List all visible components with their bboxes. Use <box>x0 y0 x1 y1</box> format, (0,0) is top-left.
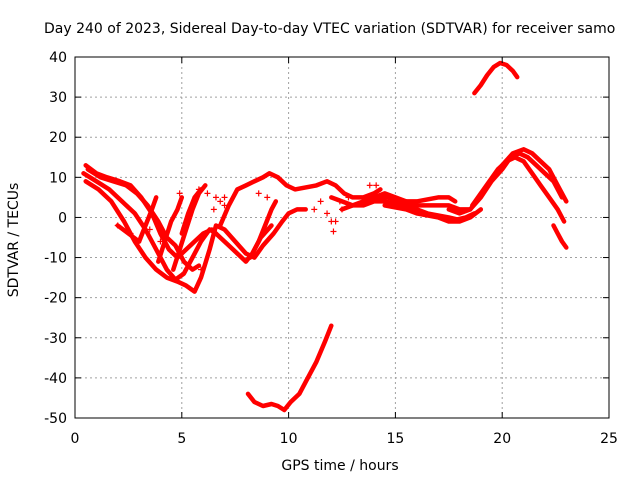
y-tick-label: 20 <box>49 130 67 146</box>
series-top <box>472 60 520 96</box>
series-bottom <box>245 323 334 413</box>
scatter-point <box>221 194 228 201</box>
y-tick-label: 10 <box>49 170 67 186</box>
y-tick-label: -20 <box>44 291 67 307</box>
scatter-point <box>176 190 183 197</box>
chart-title: Day 240 of 2023, Sidereal Day-to-day VTE… <box>44 21 615 37</box>
scatter-point <box>212 194 219 201</box>
scatter-point <box>127 230 134 237</box>
y-tick-labels: -50 -40 -30 -20 -10 0 10 20 30 40 <box>44 50 609 427</box>
x-axis-label: GPS time / hours <box>281 458 398 474</box>
scatter-point <box>221 202 228 209</box>
plot-frame <box>74 56 610 419</box>
series-layer <box>81 60 569 413</box>
scatter-point <box>336 198 343 205</box>
grid <box>75 57 609 418</box>
series-rise-4 <box>179 187 204 236</box>
y-tick-label: 30 <box>49 90 67 106</box>
scatter-point <box>339 206 345 213</box>
series-arch <box>217 171 383 228</box>
y-tick-label: -50 <box>44 411 67 427</box>
y-tick-label: -40 <box>44 371 67 387</box>
series-track-4 <box>83 163 274 264</box>
scatter-point <box>311 206 318 213</box>
x-tick-label: 20 <box>493 431 511 447</box>
y-tick-label: -10 <box>44 251 67 267</box>
scatter-point <box>114 222 121 229</box>
series-peak-3 <box>482 147 569 204</box>
series-rise-5 <box>247 199 279 260</box>
scatter-point <box>157 238 164 245</box>
series-low <box>339 199 477 222</box>
scatter-point <box>195 186 202 193</box>
x-tick-label: 0 <box>71 431 80 447</box>
scatter-point <box>332 218 339 225</box>
y-tick-label: 0 <box>58 210 67 226</box>
scatter-point <box>330 228 337 235</box>
x-tick-label: 15 <box>386 431 404 447</box>
x-tick-labels: 0 5 10 15 20 25 <box>71 57 618 447</box>
x-tick-label: 5 <box>177 431 186 447</box>
scatter-point <box>373 182 380 189</box>
series-bump <box>371 195 458 204</box>
series-low-2 <box>382 203 484 224</box>
scatter-point <box>264 194 271 201</box>
series-track-1 <box>81 171 219 282</box>
series-rise-1 <box>136 195 159 244</box>
series-tail <box>551 223 569 250</box>
scatter-point <box>317 198 324 205</box>
y-tick-label: -30 <box>44 331 67 347</box>
scatter-point <box>198 266 205 273</box>
scatter-point <box>366 182 373 189</box>
scatter-point <box>204 190 211 197</box>
y-tick-label: 40 <box>49 50 67 66</box>
y-axis-label: SDTVAR / TECUs <box>6 183 22 298</box>
scatter-point <box>345 194 352 201</box>
x-tick-label: 25 <box>600 431 618 447</box>
scatter-point <box>146 226 153 233</box>
scatter-point <box>324 210 331 217</box>
scatter-point <box>255 190 262 197</box>
series-rise-3 <box>171 183 208 272</box>
x-tick-label: 10 <box>280 431 298 447</box>
scatter-point <box>217 198 224 205</box>
scatter-point <box>210 206 217 213</box>
series-rise-2 <box>156 195 185 264</box>
